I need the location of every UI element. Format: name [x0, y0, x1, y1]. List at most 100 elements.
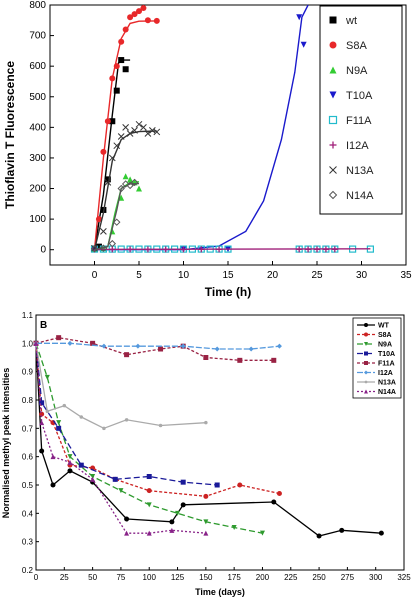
chart-b-point-n13a [79, 415, 84, 419]
chart-a-point-s8a [100, 148, 107, 155]
chart-b-series-wt [33, 340, 384, 539]
chart-a-xtick-label: 15 [222, 270, 234, 281]
chart-a-ytick-label: 300 [29, 153, 46, 164]
chart-b-line-n14a [35, 343, 206, 534]
chart-b-point-i12a [180, 343, 186, 349]
chart-b-xtick-label: 150 [199, 573, 213, 582]
chart-b-xtick-label: 0 [34, 573, 39, 582]
chart-a-point-n14a [108, 239, 117, 248]
chart-b-panel-label: B [40, 320, 47, 331]
chart-b-point-t10a [78, 462, 84, 468]
chart-b-point-wt [50, 482, 56, 488]
chart-b-legend-label-i12a: I12A [378, 370, 393, 377]
chart-a-fit-line-n9a [94, 181, 140, 251]
chart-a-point-n13a [144, 130, 152, 137]
chart-b-point-n14a [124, 530, 130, 536]
chart-b-point-t10a [112, 476, 118, 482]
chart-b-point-i12a [214, 346, 220, 352]
chart-b-xtick-label: 200 [256, 573, 270, 582]
chart-a-point-s8a [118, 38, 125, 45]
chart-b-point-s8a [146, 488, 152, 494]
chart-a-point-n13a [148, 127, 156, 134]
chart-b-point-n14a [33, 340, 39, 346]
chart-a-legend-label-i12a: I12A [346, 140, 369, 152]
chart-b-point-t10a [180, 479, 186, 485]
chart-b-legend: WT S8A N9A T10A F11A I12A N13A N14A [357, 323, 396, 396]
chart-a-fit-line-t10a [94, 4, 309, 251]
chart-b-point-n9a [90, 474, 96, 479]
chart-a-point-n13a [100, 227, 107, 235]
chart-a-xtick-label: 25 [311, 270, 323, 281]
chart-b-series-n14a [33, 340, 209, 536]
chart-a-point-s8a [127, 14, 134, 21]
chart-b-point-f11a [56, 335, 62, 341]
chart-a-xtick-label: 30 [356, 270, 368, 281]
chart-a-point-n9a [136, 185, 142, 192]
chart-a-xtick-label: 35 [400, 270, 412, 281]
chart-b-axes: 0 25 50 75 100 125 150 175 200 225 250 275 300 325 0.2… [22, 311, 411, 582]
chart-b-legend-label-n13a: N13A [378, 380, 396, 387]
chart-a-legend-label-n13a: N13A [346, 165, 374, 177]
chart-b-xtick-label: 275 [341, 573, 355, 582]
chart-b-legend-label-wt: WT [378, 323, 390, 330]
chart-b-legend-marker-wt [364, 323, 368, 327]
chart-a-marks [90, 4, 374, 253]
chart-a-point-s8a [109, 75, 116, 82]
chart-a-point-n14a [121, 180, 130, 188]
chart-b-point-n14a [39, 420, 45, 426]
chart-a-point-s8a [104, 118, 111, 125]
chart-a-point-n14a [113, 218, 121, 226]
chart-a-legend: wt S8A N9A T10A F11A I12A N13A N14A [328, 15, 374, 202]
chart-a-legend-marker-f11a [328, 115, 338, 125]
chart-b-legend-label-n9a: N9A [378, 342, 392, 349]
chart-a-legend-marker-t10a [329, 91, 337, 99]
chart-a-ytick-label: 100 [29, 214, 46, 225]
chart-a-point-s8a [131, 11, 138, 18]
chart-b-point-n9a [67, 454, 73, 460]
chart-a-point-i12a [180, 246, 187, 253]
chart-a-point-n13a [117, 133, 125, 140]
chart-a-legend-frame [319, 5, 403, 215]
chart-a-ytick-label: 700 [29, 31, 46, 42]
chart-b-point-wt [169, 519, 175, 525]
chart-b-ylabel: Normalised methyl peak intensities [1, 368, 11, 519]
chart-b-ytick-label: 0.4 [22, 509, 34, 518]
chart-a-point-n9a [127, 176, 134, 183]
chart-a-point-wt [122, 66, 129, 73]
chart-a-series-n14a [90, 178, 140, 253]
chart-b-series-t10a [33, 340, 220, 488]
chart-a-point-s8a [113, 63, 120, 70]
chart-a-legend-marker-s8a [329, 41, 337, 49]
chart-a-xlabel: Time (h) [205, 285, 251, 299]
chart-a-point-wt [104, 176, 111, 183]
chart-a-point-n13a [104, 179, 112, 186]
chart-b-point-i12a [276, 343, 282, 349]
chart-b-line-wt [35, 343, 382, 537]
chart-b-point-wt [67, 468, 73, 474]
chart-a-fit-line-s8a [93, 20, 157, 250]
chart-a-point-t10a [300, 41, 307, 48]
chart-b-point-n13a [62, 403, 67, 408]
chart-b-xtick-label: 325 [397, 573, 411, 582]
chart-b-point-f11a [237, 357, 243, 363]
chart-b-point-f11a [203, 355, 209, 360]
chart-a-point-s8a [122, 26, 129, 33]
chart-a-series-i12a [91, 246, 371, 253]
chart-a-point-n13a [140, 123, 147, 131]
chart-a-point-n14a [99, 244, 108, 252]
chart-b-point-s8a [237, 482, 243, 488]
chart-b-legend-marker-n9a [364, 342, 368, 346]
chart-b-xtick-label: 175 [227, 573, 241, 582]
chart-a-point-i12a [305, 246, 312, 253]
chart-b-legend-marker-s8a [364, 332, 368, 337]
chart-b-ytick-label: 1.0 [22, 339, 34, 348]
chart-b-point-n14a [203, 530, 209, 536]
chart-a-point-wt [118, 57, 125, 64]
chart-b-xtick-label: 75 [116, 573, 125, 582]
chart-b-point-n14a [50, 454, 56, 460]
chart-a-point-i12a [144, 246, 151, 253]
chart-b-ytick-label: 0.9 [22, 368, 34, 377]
chart-b-marks [33, 335, 384, 539]
chart-a-legend-label-s8a: S8A [346, 40, 367, 52]
chart-a-legend-marker-n9a [329, 66, 337, 74]
